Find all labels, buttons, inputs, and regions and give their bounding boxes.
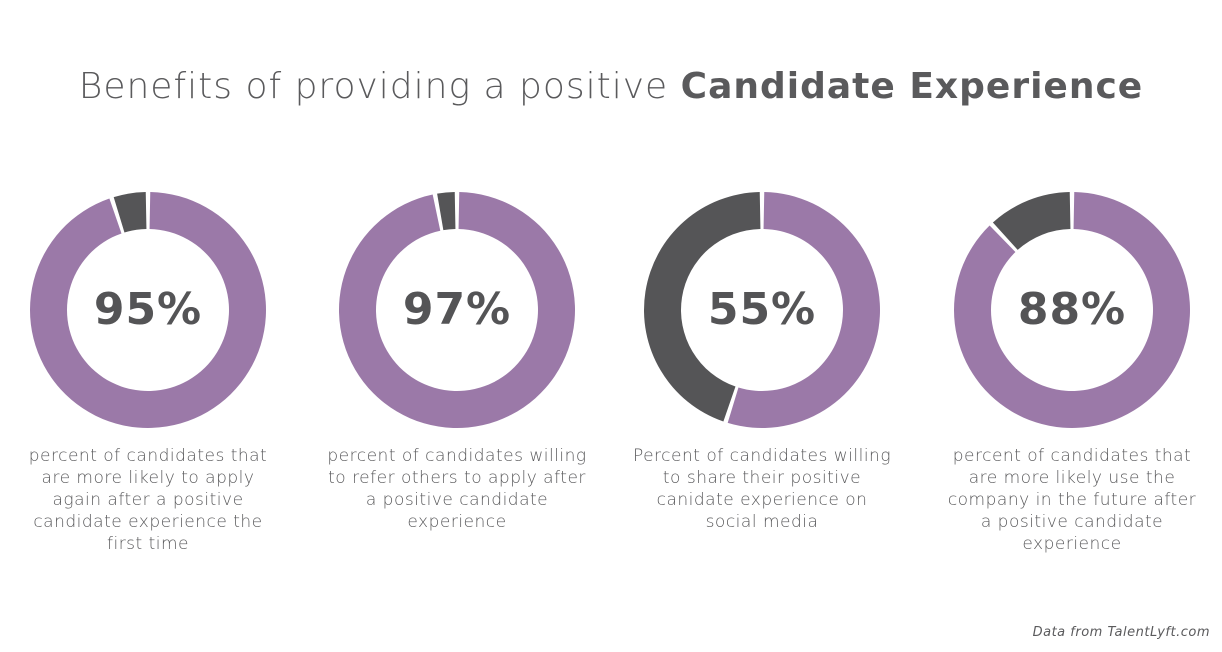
donut-chart-3: 55% bbox=[632, 190, 892, 430]
donut-chart-4: 88% bbox=[942, 190, 1202, 430]
donut-3-slice-no bbox=[644, 192, 761, 422]
donut-svg-2 bbox=[339, 192, 575, 428]
donut-4-slice-yes bbox=[954, 192, 1190, 428]
donut-percent-4: 88% bbox=[1017, 284, 1127, 335]
donut-svg-1 bbox=[30, 192, 267, 428]
donut-3-slice-yes bbox=[727, 192, 880, 428]
donut-percent-1: 95% bbox=[93, 284, 203, 335]
donut-percent-3: 55% bbox=[707, 284, 817, 335]
donut-chart-1: 95% bbox=[18, 190, 278, 430]
donut-2-slice-no bbox=[437, 192, 456, 231]
donut-svg-4 bbox=[954, 192, 1190, 428]
title-bold: Candidate Experience bbox=[680, 66, 1144, 107]
chart-title: Benefits of providing a positive Candida… bbox=[0, 66, 1222, 107]
donut-caption-3: Percent of candidates willing to share t… bbox=[632, 446, 892, 532]
donut-caption-2: percent of candidates willing to refer o… bbox=[327, 446, 587, 532]
donut-percent-2: 97% bbox=[402, 284, 512, 335]
donut-4-slice-no bbox=[992, 192, 1071, 250]
title-regular: Benefits of providing a positive bbox=[78, 66, 681, 107]
donut-svg-3 bbox=[644, 192, 880, 428]
donut-caption-1: percent of candidates that are more like… bbox=[28, 446, 268, 554]
source-credit: Data from TalentLyft.com bbox=[1032, 625, 1210, 640]
donut-1-slice-no bbox=[113, 192, 147, 233]
donut-1-slice-yes bbox=[30, 192, 267, 428]
donut-chart-2: 97% bbox=[327, 190, 587, 430]
donut-caption-4: percent of candidates that are more like… bbox=[947, 446, 1197, 554]
donut-2-slice-yes bbox=[339, 192, 575, 428]
